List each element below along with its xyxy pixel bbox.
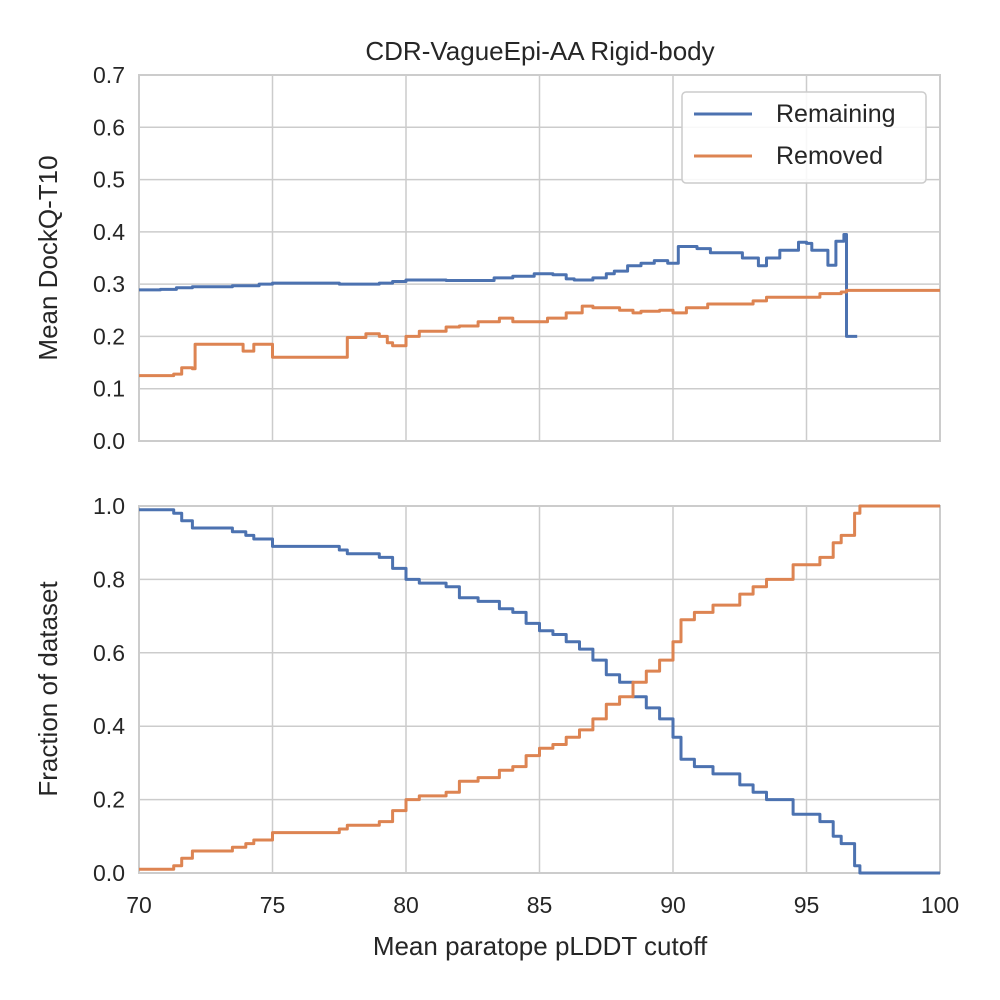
x-axis-label: Mean paratope pLDDT cutoff (373, 931, 708, 961)
bottom-x-tick-label: 100 (921, 892, 959, 918)
bottom-y-tick-label: 0.0 (93, 860, 125, 886)
top-y-tick-label: 0.0 (93, 428, 125, 454)
top-y-tick-label: 0.6 (93, 114, 125, 140)
bottom-y-tick-label: 1.0 (93, 493, 125, 519)
top-y-tick-label: 0.1 (93, 376, 125, 402)
bottom-y-axis-label: Fraction of dataset (33, 581, 63, 797)
bottom-series-remaining (139, 508, 940, 875)
top-y-tick-label: 0.5 (93, 167, 125, 193)
top-series-remaining (139, 233, 858, 338)
bottom-x-tick-label: 95 (794, 892, 820, 918)
top-y-tick-label: 0.2 (93, 323, 125, 349)
legend: Remaining Removed (681, 91, 927, 184)
bottom-x-tick-label: 85 (527, 892, 553, 918)
bottom-x-tick-label: 75 (260, 892, 286, 918)
legend-removed-label: Removed (776, 142, 883, 170)
bottom-plot: 70 75 80 85 90 95 100 0.0 0.2 0.4 0.6 0.8 1.0 (93, 493, 959, 918)
top-y-axis-label: Mean DockQ-T10 (33, 155, 63, 360)
legend-remaining-label: Remaining (776, 100, 896, 128)
top-y-tick-label: 0.3 (93, 271, 125, 297)
bottom-y-tick-label: 0.4 (93, 713, 125, 739)
chart-title: CDR-VagueEpi-AA Rigid-body (365, 36, 714, 66)
top-plot-frame (138, 74, 941, 442)
bottom-y-tick-label: 0.6 (93, 640, 125, 666)
bottom-y-tick-label: 0.2 (93, 787, 125, 813)
bottom-plot-frame (138, 505, 941, 874)
bottom-x-tick-label: 90 (660, 892, 686, 918)
bottom-y-tick-label: 0.8 (93, 566, 125, 592)
bottom-x-tick-label: 80 (393, 892, 419, 918)
top-y-tick-label: 0.7 (93, 62, 125, 88)
top-y-tick-label: 0.4 (93, 219, 125, 245)
bottom-series-removed (139, 504, 940, 871)
bottom-x-tick-label: 70 (126, 892, 152, 918)
top-series-removed (139, 288, 940, 378)
